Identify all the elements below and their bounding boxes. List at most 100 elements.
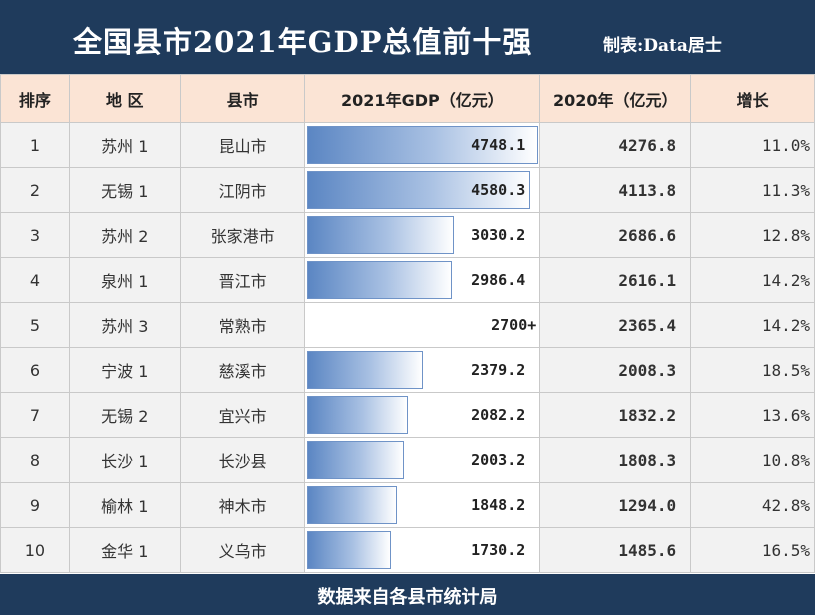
- cell-city[interactable]: 慈溪市: [179, 347, 306, 393]
- table-title: 全国县市2021年GDP总值前十强: [73, 25, 533, 59]
- cell-growth[interactable]: 18.5%: [690, 347, 815, 393]
- cell-region[interactable]: 长沙 1: [68, 437, 181, 483]
- gdp-2021-value: 1730.2: [471, 541, 526, 559]
- col-header-gdp-2020[interactable]: 2020年（亿元）: [539, 74, 692, 123]
- table-row: 3 苏州 2 张家港市 3030.2 2686.6 12.8%: [0, 212, 815, 258]
- col-header-region[interactable]: 地 区: [68, 74, 181, 123]
- cell-rank[interactable]: 2: [0, 167, 70, 213]
- gdp-2021-value: 4748.1: [471, 136, 526, 154]
- cell-growth[interactable]: 42.8%: [690, 482, 815, 528]
- cell-growth[interactable]: 12.8%: [690, 212, 815, 258]
- gdp-2021-value: 2379.2: [471, 361, 526, 379]
- table-row: 10 金华 1 义乌市 1730.2 1485.6 16.5%: [0, 527, 815, 573]
- cell-gdp-2020[interactable]: 4113.8: [539, 167, 692, 213]
- cell-gdp-2020[interactable]: 4276.8: [539, 122, 692, 168]
- cell-gdp-2020[interactable]: 2008.3: [539, 347, 692, 393]
- col-header-city[interactable]: 县市: [179, 74, 306, 123]
- author-credit: 制表:Data居士: [603, 36, 722, 56]
- cell-gdp-2021[interactable]: 4580.3: [304, 167, 541, 213]
- gdp-data-bar: [307, 531, 392, 569]
- title-banner: 全国县市2021年GDP总值前十强 制表:Data居士: [0, 0, 815, 74]
- cell-gdp-2020[interactable]: 2686.6: [539, 212, 692, 258]
- cell-region[interactable]: 苏州 2: [68, 212, 181, 258]
- header-row: 排序 地 区 县市 2021年GDP（亿元） 2020年（亿元） 增长: [0, 74, 815, 123]
- cell-rank[interactable]: 8: [0, 437, 70, 483]
- cell-rank[interactable]: 7: [0, 392, 70, 438]
- gdp-2021-value: 1848.2: [471, 496, 526, 514]
- gdp-2021-value: 2082.2: [471, 406, 526, 424]
- gdp-data-bar: [307, 261, 453, 299]
- cell-growth[interactable]: 10.8%: [690, 437, 815, 483]
- cell-region[interactable]: 金华 1: [68, 527, 181, 573]
- table-row: 7 无锡 2 宜兴市 2082.2 1832.2 13.6%: [0, 392, 815, 438]
- footer-banner: 数据来自各县市统计局: [0, 574, 815, 615]
- cell-region[interactable]: 苏州 3: [68, 302, 181, 348]
- cell-city[interactable]: 宜兴市: [179, 392, 306, 438]
- cell-rank[interactable]: 6: [0, 347, 70, 393]
- table-row: 1 苏州 1 昆山市 4748.1 4276.8 11.0%: [0, 122, 815, 168]
- col-header-growth[interactable]: 增长: [690, 74, 815, 123]
- cell-rank[interactable]: 5: [0, 302, 70, 348]
- cell-city[interactable]: 神木市: [179, 482, 306, 528]
- cell-region[interactable]: 无锡 2: [68, 392, 181, 438]
- gdp-2021-value: 3030.2: [471, 226, 526, 244]
- gdp-data-bar: [307, 486, 398, 524]
- gdp-data-bar: [307, 351, 424, 389]
- cell-gdp-2021[interactable]: 2986.4: [304, 257, 541, 303]
- gdp-data-bar: [307, 216, 455, 254]
- cell-region[interactable]: 泉州 1: [68, 257, 181, 303]
- cell-region[interactable]: 苏州 1: [68, 122, 181, 168]
- gdp-2021-value: 2003.2: [471, 451, 526, 469]
- data-source-note: 数据来自各县市统计局: [317, 587, 498, 608]
- cell-city[interactable]: 长沙县: [179, 437, 306, 483]
- cell-gdp-2021[interactable]: 2003.2: [304, 437, 541, 483]
- gdp-data-bar: [307, 171, 531, 209]
- cell-growth[interactable]: 13.6%: [690, 392, 815, 438]
- cell-gdp-2021[interactable]: 4748.1: [304, 122, 541, 168]
- table-row: 6 宁波 1 慈溪市 2379.2 2008.3 18.5%: [0, 347, 815, 393]
- cell-city[interactable]: 晋江市: [179, 257, 306, 303]
- gdp-2021-value: 4580.3: [471, 181, 526, 199]
- table-row: 9 榆林 1 神木市 1848.2 1294.0 42.8%: [0, 482, 815, 528]
- cell-gdp-2021[interactable]: 1848.2: [304, 482, 541, 528]
- cell-growth[interactable]: 11.3%: [690, 167, 815, 213]
- cell-gdp-2020[interactable]: 1808.3: [539, 437, 692, 483]
- cell-city[interactable]: 江阴市: [179, 167, 306, 213]
- cell-gdp-2020[interactable]: 1485.6: [539, 527, 692, 573]
- cell-rank[interactable]: 9: [0, 482, 70, 528]
- cell-growth[interactable]: 14.2%: [690, 302, 815, 348]
- cell-city[interactable]: 张家港市: [179, 212, 306, 258]
- cell-region[interactable]: 无锡 1: [68, 167, 181, 213]
- gdp-2021-value: 2700+: [491, 316, 537, 334]
- cell-gdp-2021[interactable]: 2379.2: [304, 347, 541, 393]
- table-row: 4 泉州 1 晋江市 2986.4 2616.1 14.2%: [0, 257, 815, 303]
- col-header-gdp-2021[interactable]: 2021年GDP（亿元）: [304, 74, 541, 123]
- cell-growth[interactable]: 11.0%: [690, 122, 815, 168]
- cell-rank[interactable]: 4: [0, 257, 70, 303]
- cell-growth[interactable]: 16.5%: [690, 527, 815, 573]
- cell-growth[interactable]: 14.2%: [690, 257, 815, 303]
- cell-gdp-2020[interactable]: 1832.2: [539, 392, 692, 438]
- table-row: 5 苏州 3 常熟市 2700+ 2365.4 14.2%: [0, 302, 815, 348]
- cell-gdp-2020[interactable]: 2365.4: [539, 302, 692, 348]
- cell-gdp-2021[interactable]: 1730.2: [304, 527, 541, 573]
- cell-region[interactable]: 榆林 1: [68, 482, 181, 528]
- col-header-rank[interactable]: 排序: [0, 74, 70, 123]
- cell-city[interactable]: 义乌市: [179, 527, 306, 573]
- gdp-data-bar: [307, 126, 539, 164]
- cell-gdp-2021[interactable]: 3030.2: [304, 212, 541, 258]
- cell-gdp-2020[interactable]: 1294.0: [539, 482, 692, 528]
- cell-gdp-2021[interactable]: 2700+: [304, 302, 541, 348]
- gdp-2021-value: 2986.4: [471, 271, 526, 289]
- cell-rank[interactable]: 1: [0, 122, 70, 168]
- cell-rank[interactable]: 3: [0, 212, 70, 258]
- table-row: 8 长沙 1 长沙县 2003.2 1808.3 10.8%: [0, 437, 815, 483]
- cell-city[interactable]: 昆山市: [179, 122, 306, 168]
- gdp-data-bar: [307, 396, 409, 434]
- cell-city[interactable]: 常熟市: [179, 302, 306, 348]
- cell-region[interactable]: 宁波 1: [68, 347, 181, 393]
- cell-gdp-2020[interactable]: 2616.1: [539, 257, 692, 303]
- cell-rank[interactable]: 10: [0, 527, 70, 573]
- table-body: 1 苏州 1 昆山市 4748.1 4276.8 11.0% 2 无锡 1 江阴市 4580.3 4…: [0, 122, 815, 573]
- cell-gdp-2021[interactable]: 2082.2: [304, 392, 541, 438]
